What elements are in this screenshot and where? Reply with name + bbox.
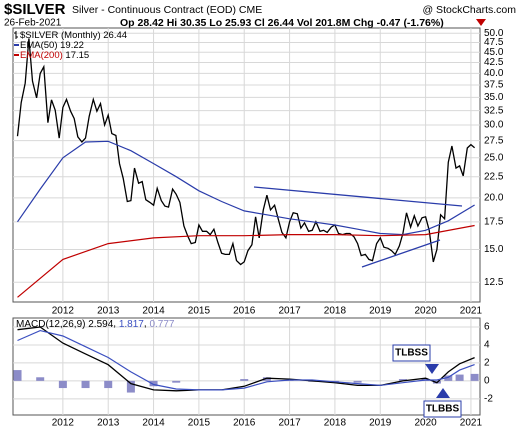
legend-entry: EMA(200) 17.15	[20, 50, 89, 61]
y-tick-label: 45.0	[484, 47, 504, 58]
series-line	[16, 38, 476, 266]
histogram-bar	[455, 374, 464, 381]
legend-value: 26.44	[103, 30, 127, 41]
y-tick-label: 25.0	[484, 152, 504, 163]
chart-subtitle: Silver - Continuous Contract (EOD) CME	[72, 4, 262, 16]
x-tick-label: 2013	[97, 418, 120, 429]
y-tick-label: -2	[484, 393, 493, 404]
y-tick-label: 50.0	[484, 28, 504, 39]
x-tick-label: 2014	[142, 306, 165, 317]
histogram-bar	[172, 380, 181, 383]
quote: Op 28.42 Hi 30.35 Lo 25.93 Cl 26.44 Vol …	[120, 17, 444, 29]
histogram-bar	[13, 370, 22, 381]
histogram-bar	[104, 380, 113, 389]
legend-icon	[14, 31, 18, 39]
legend-entry: $SILVER (Monthly) 26.44	[20, 30, 127, 41]
series-line	[17, 329, 475, 391]
histogram-bar	[126, 380, 135, 393]
series-line	[17, 140, 475, 236]
histogram-bar	[240, 379, 249, 381]
annotation-box	[423, 400, 462, 418]
legend-value: 19.22	[60, 40, 84, 51]
legend-name: MACD(12,26,9)	[16, 319, 85, 330]
annotation: TLBBS	[426, 404, 460, 415]
macd-panel	[12, 317, 481, 416]
source: @ StockCharts.com	[422, 4, 516, 16]
series-line	[17, 224, 475, 298]
y-tick-label: 35.0	[484, 92, 504, 103]
legend-value: 2.594	[88, 319, 113, 330]
y-tick-label: 12.5	[484, 277, 504, 288]
legend-name: $SILVER (Monthly)	[20, 30, 101, 41]
legend-entry: EMA(50) 19.22	[20, 40, 84, 51]
histogram-bar	[398, 379, 407, 381]
histogram-bar	[149, 380, 158, 387]
x-tick-label: 2016	[233, 418, 256, 429]
x-tick-label: 2012	[52, 306, 75, 317]
chart-title: $SILVER	[4, 1, 66, 18]
y-tick-label: 42.5	[484, 57, 504, 68]
y-tick-label: 17.5	[484, 216, 504, 227]
down-arrow	[476, 19, 486, 26]
legend-name: EMA(200)	[20, 50, 63, 61]
histogram-bar	[81, 380, 90, 389]
legend-name: EMA(50)	[20, 40, 57, 51]
annotation: TLBSS	[395, 348, 428, 359]
x-tick-label: 2015	[188, 418, 211, 429]
x-tick-label: 2013	[97, 306, 120, 317]
x-tick-label: 2021	[460, 306, 483, 317]
x-tick-label: 2017	[278, 418, 301, 429]
x-tick-label: 2015	[188, 306, 211, 317]
y-tick-label: 4	[484, 340, 490, 351]
plot-layer: 2012 2013 2014 2015 2016 2017 2018 2019 2020 2021…	[13, 28, 504, 429]
y-tick-label: 27.5	[484, 135, 504, 146]
y-tick-label: 32.5	[484, 105, 504, 116]
histogram-bar	[470, 373, 479, 381]
y-tick-label: 30.0	[484, 120, 504, 131]
y-tick-label: 22.5	[484, 171, 504, 182]
y-tick-label: 20.0	[484, 193, 504, 204]
legend-value: 0.777	[149, 319, 174, 330]
y-tick-label: 2	[484, 358, 490, 369]
x-tick-label: 2018	[324, 306, 347, 317]
x-tick-label: 2014	[142, 418, 165, 429]
y-tick-label: 47.5	[484, 37, 504, 48]
x-tick-label: 2016	[233, 306, 256, 317]
y-tick-label: 37.5	[484, 80, 504, 91]
histogram-bar	[262, 377, 271, 381]
legend-value: 17.15	[65, 50, 89, 61]
legend-entry: MACD(12,26,9) 2.594, 1.817, 0.777	[16, 319, 175, 330]
y-tick-label: 0	[484, 376, 490, 387]
histogram-bar	[58, 380, 67, 389]
x-tick-label: 2021	[460, 418, 483, 429]
x-tick-label: 2018	[324, 418, 347, 429]
annotation-arrow	[425, 364, 439, 374]
date: 26-Feb-2021	[4, 18, 62, 29]
histogram-bar	[353, 380, 362, 383]
y-tick-label: 15.0	[484, 244, 504, 255]
annotation-box	[392, 344, 431, 362]
x-tick-label: 2019	[369, 306, 392, 317]
annotation-arrow	[436, 388, 450, 398]
x-tick-label: 2012	[52, 418, 75, 429]
y-tick-label: 40.0	[484, 68, 504, 79]
x-tick-label: 2020	[414, 418, 437, 429]
trend-line	[361, 239, 441, 268]
price-panel	[12, 27, 481, 303]
histogram-bar	[444, 375, 453, 381]
legend-value: 1.817	[119, 319, 144, 330]
x-tick-label: 2020	[414, 306, 437, 317]
x-tick-label: 2017	[278, 306, 301, 317]
histogram-bar	[36, 377, 45, 381]
x-tick-label: 2019	[369, 418, 392, 429]
trend-line	[253, 186, 463, 207]
y-tick-label: 6	[484, 322, 490, 333]
